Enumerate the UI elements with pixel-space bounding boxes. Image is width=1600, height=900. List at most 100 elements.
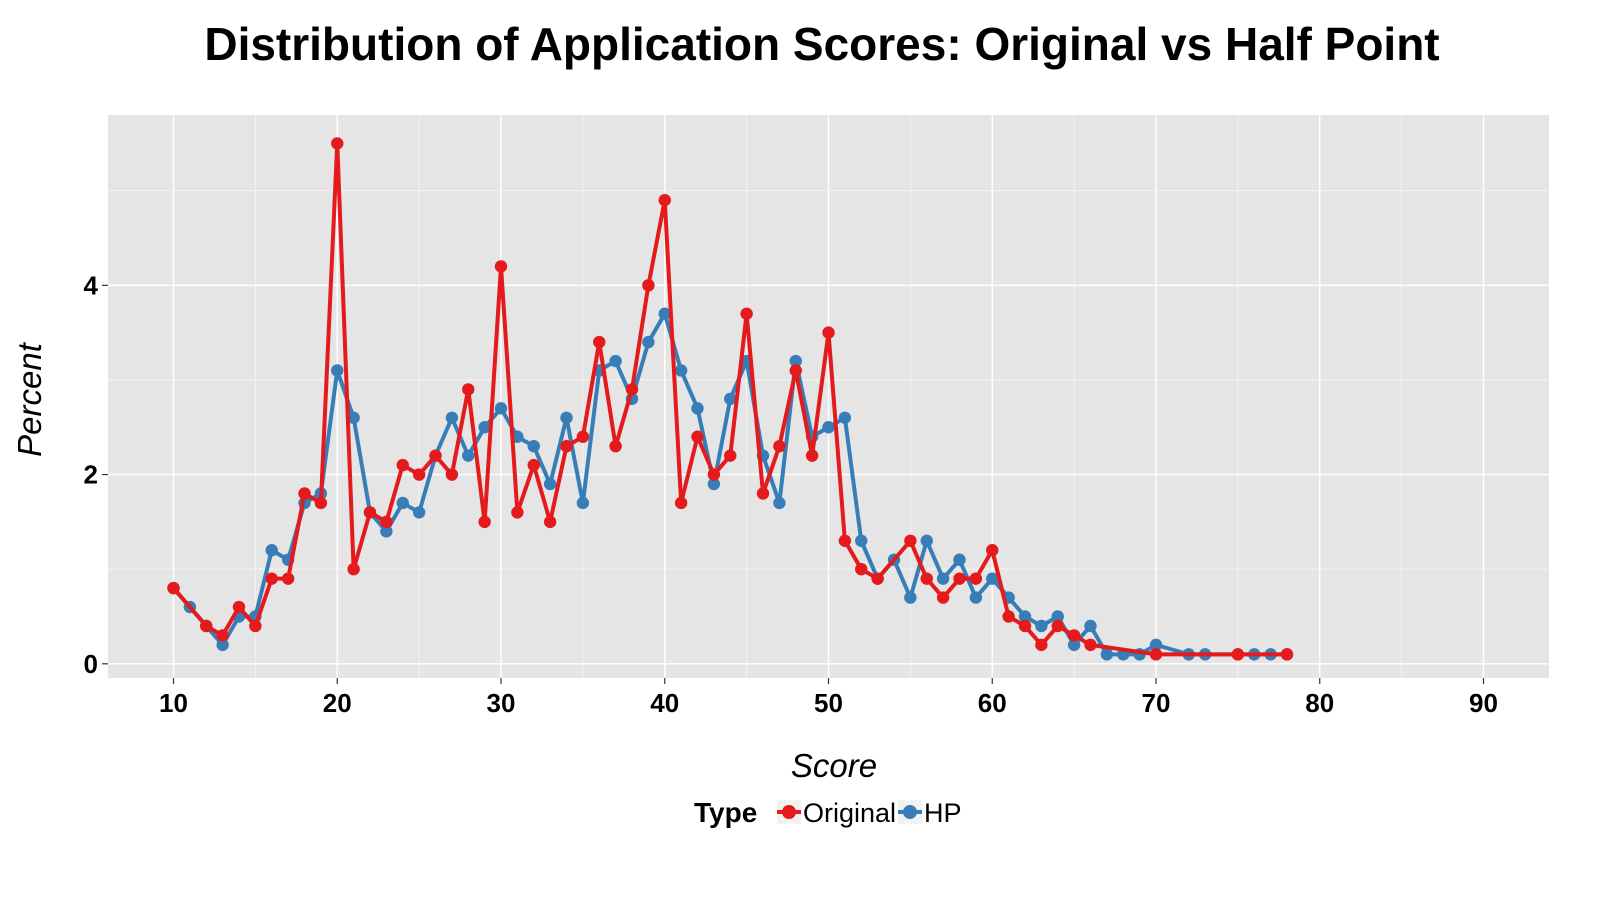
x-tick-label: 30 [487, 688, 516, 718]
legend-item-original: Original [777, 798, 896, 828]
data-point-original [396, 458, 409, 472]
data-point-original [298, 487, 311, 500]
legend-label-original: Original [803, 798, 896, 828]
data-point-original [740, 307, 753, 320]
data-point-original [1051, 619, 1064, 633]
data-point-hp [674, 364, 688, 377]
data-point-hp [986, 572, 999, 585]
legend-marker-hp [903, 805, 917, 819]
data-point-hp [1084, 619, 1097, 633]
legend-title: Type [694, 797, 757, 828]
data-point-hp [707, 477, 721, 491]
data-point-original [249, 619, 262, 633]
legend-items: Original HP [777, 798, 962, 828]
data-point-original [920, 572, 933, 585]
data-point-hp [789, 354, 802, 368]
data-point-original [724, 449, 737, 462]
data-point-hp [396, 496, 409, 510]
data-point-original [773, 439, 786, 453]
data-point-hp [953, 553, 966, 566]
y-tick-label: 2 [84, 460, 98, 490]
data-point-original [429, 449, 442, 462]
data-point-hp [658, 307, 671, 320]
data-point-original [560, 439, 573, 453]
data-point-original [986, 544, 999, 557]
legend: Type Original HP [694, 797, 962, 828]
legend-label-hp: HP [924, 798, 962, 828]
data-point-original [331, 137, 344, 150]
data-point-original [200, 619, 213, 633]
x-tick-label: 40 [650, 688, 679, 718]
y-axis-title: Percent [11, 341, 48, 457]
data-point-original [1280, 648, 1294, 661]
data-point-original [1002, 610, 1015, 623]
data-point-hp [478, 421, 491, 434]
data-point-original [511, 506, 524, 519]
data-point-original [609, 439, 622, 453]
x-tick-label: 10 [159, 688, 188, 718]
data-point-hp [265, 544, 278, 557]
data-point-original [1149, 648, 1163, 661]
data-point-original [347, 562, 360, 576]
x-tick-label: 50 [814, 688, 843, 718]
data-point-hp [462, 449, 475, 462]
data-point-original [412, 468, 426, 481]
data-point-original [265, 572, 278, 585]
x-tick-label: 20 [323, 688, 352, 718]
data-point-original [363, 506, 377, 519]
data-point-original [281, 572, 295, 585]
data-point-hp [380, 525, 393, 538]
data-point-original [494, 260, 508, 273]
data-point-hp [543, 477, 557, 491]
data-point-hp [855, 534, 868, 547]
data-point-original [805, 449, 819, 462]
data-point-original [478, 515, 491, 529]
data-point-hp [1067, 638, 1081, 652]
data-point-original [936, 591, 950, 604]
data-point-original [658, 193, 671, 207]
data-point-original [380, 515, 393, 529]
data-point-original [904, 534, 917, 547]
data-point-original [1084, 638, 1097, 652]
data-point-original [593, 335, 606, 349]
data-point-original [871, 572, 884, 585]
data-point-original [445, 468, 459, 481]
data-point-original [625, 383, 639, 396]
x-tick-label: 90 [1469, 688, 1498, 718]
data-point-original [642, 279, 655, 292]
data-point-hp [527, 439, 540, 453]
data-point-original [953, 572, 966, 585]
data-point-original [576, 430, 590, 443]
data-point-hp [494, 402, 508, 415]
series-line-original [171, 141, 1289, 657]
data-point-hp [1035, 619, 1048, 633]
data-point-original [969, 572, 983, 585]
data-point-hp [445, 411, 459, 424]
data-point-hp [560, 411, 573, 424]
data-point-original [167, 581, 180, 595]
data-point-original [822, 326, 835, 339]
series-original [167, 137, 1294, 661]
y-tick-label: 4 [84, 270, 99, 300]
data-point-original [232, 600, 246, 614]
x-axis-title: Score [791, 747, 877, 784]
data-point-hp [412, 506, 426, 519]
data-point-hp [1149, 638, 1163, 652]
series-layer [167, 137, 1294, 661]
data-point-original [216, 629, 229, 642]
data-point-original [314, 496, 328, 510]
data-point-original [462, 383, 475, 396]
data-point-original [789, 364, 802, 377]
ticks-layer: 10 20 30 40 50 60 70 80 90 0 2 4 [84, 270, 1498, 718]
data-point-original [1035, 638, 1048, 652]
x-tick-label: 70 [1142, 688, 1171, 718]
data-point-hp [691, 402, 704, 415]
x-tick-label: 80 [1305, 688, 1334, 718]
data-point-hp [1100, 648, 1114, 661]
data-point-hp [609, 354, 622, 368]
data-point-hp [576, 496, 590, 510]
data-point-hp [724, 392, 737, 406]
data-point-hp [969, 591, 983, 604]
data-point-original [1231, 648, 1245, 661]
